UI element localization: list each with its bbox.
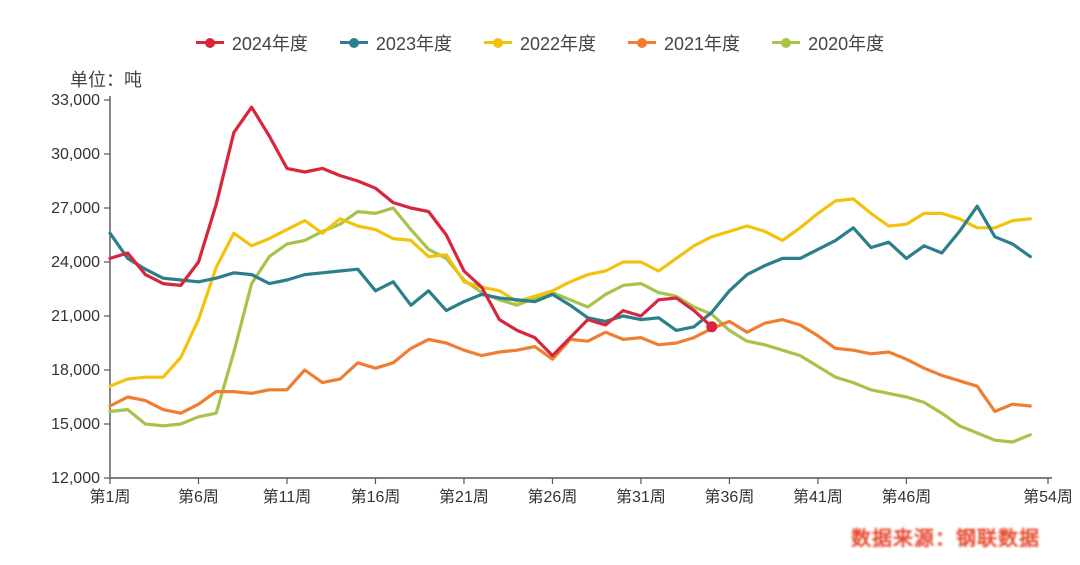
legend-item: 2022年度 [484,30,596,56]
svg-text:第16周: 第16周 [351,488,401,506]
legend-item: 2024年度 [196,30,308,56]
svg-text:第54周: 第54周 [1023,488,1073,506]
svg-text:12,000: 12,000 [51,470,100,487]
svg-text:24,000: 24,000 [51,254,100,271]
legend-item: 2020年度 [772,30,884,56]
legend-label: 2020年度 [808,30,884,56]
svg-text:第26周: 第26周 [528,488,578,506]
legend: 2024年度 2023年度 2022年度 2021年度 2020年度 [0,28,1080,56]
series-end-marker [706,321,717,332]
svg-text:第46周: 第46周 [882,488,932,506]
svg-text:第11周: 第11周 [263,488,312,506]
svg-text:21,000: 21,000 [51,308,100,325]
svg-text:第36周: 第36周 [705,488,755,506]
svg-text:33,000: 33,000 [51,92,100,109]
legend-label: 2022年度 [520,30,596,56]
y-axis-title: 单位：吨 [70,66,142,92]
svg-text:第6周: 第6周 [178,488,219,506]
line-chart: 2024年度 2023年度 2022年度 2021年度 2020年度 单位：吨 12,0… [0,0,1080,565]
legend-item: 2021年度 [628,30,740,56]
svg-text:18,000: 18,000 [51,362,100,379]
legend-label: 2023年度 [376,30,452,56]
data-source-label: 数据来源：钢联数据 [851,522,1040,551]
chart-svg: 12,000 15,000 18,000 21,000 24,000 27,000 30,0… [0,0,1080,565]
legend-item: 2023年度 [340,30,452,56]
series-line [110,320,1030,414]
svg-text:30,000: 30,000 [51,146,100,163]
legend-label: 2021年度 [664,30,740,56]
legend-label: 2024年度 [232,30,308,56]
svg-text:第31周: 第31周 [616,488,666,506]
svg-text:27,000: 27,000 [51,200,100,217]
svg-text:第1周: 第1周 [90,488,131,506]
svg-text:第21周: 第21周 [439,488,489,506]
svg-text:第41周: 第41周 [793,488,843,506]
svg-text:15,000: 15,000 [51,416,100,433]
